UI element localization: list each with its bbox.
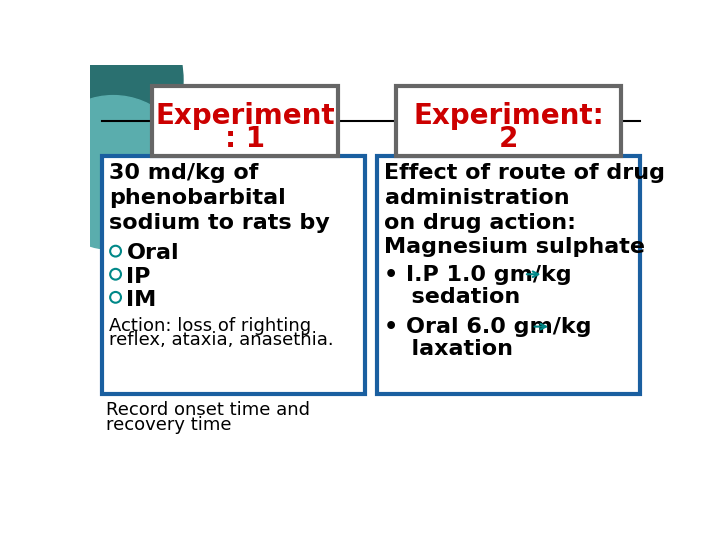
FancyBboxPatch shape: [377, 156, 640, 394]
FancyBboxPatch shape: [396, 86, 621, 156]
Text: Magnesium sulphate: Magnesium sulphate: [384, 237, 646, 257]
Text: laxation: laxation: [396, 339, 513, 359]
Circle shape: [0, 0, 183, 180]
Text: reflex, ataxia, anasethia.: reflex, ataxia, anasethia.: [109, 331, 334, 349]
Text: Action: loss of righting: Action: loss of righting: [109, 318, 312, 335]
Text: administration: administration: [384, 188, 569, 208]
Text: Oral: Oral: [127, 244, 179, 264]
Text: Experiment:: Experiment:: [413, 102, 604, 130]
Text: Effect of route of drug: Effect of route of drug: [384, 164, 665, 184]
Text: IM: IM: [127, 289, 157, 309]
Text: • I.P 1.0 gm/kg: • I.P 1.0 gm/kg: [384, 265, 572, 285]
Text: Experiment: Experiment: [156, 102, 335, 130]
Text: 30 md/kg of: 30 md/kg of: [109, 164, 258, 184]
Text: sodium to rats by: sodium to rats by: [109, 213, 330, 233]
Text: recovery time: recovery time: [106, 416, 231, 434]
Text: on drug action:: on drug action:: [384, 213, 577, 233]
Text: 2: 2: [499, 125, 518, 153]
Circle shape: [36, 96, 191, 249]
FancyBboxPatch shape: [102, 156, 365, 394]
Text: Record onset time and: Record onset time and: [106, 401, 310, 418]
Text: : 1: : 1: [225, 125, 265, 153]
Text: sedation: sedation: [396, 287, 521, 307]
Text: phenobarbital: phenobarbital: [109, 188, 286, 208]
FancyBboxPatch shape: [152, 86, 338, 156]
Text: IP: IP: [127, 267, 150, 287]
Text: • Oral 6.0 gm/kg: • Oral 6.0 gm/kg: [384, 318, 592, 338]
